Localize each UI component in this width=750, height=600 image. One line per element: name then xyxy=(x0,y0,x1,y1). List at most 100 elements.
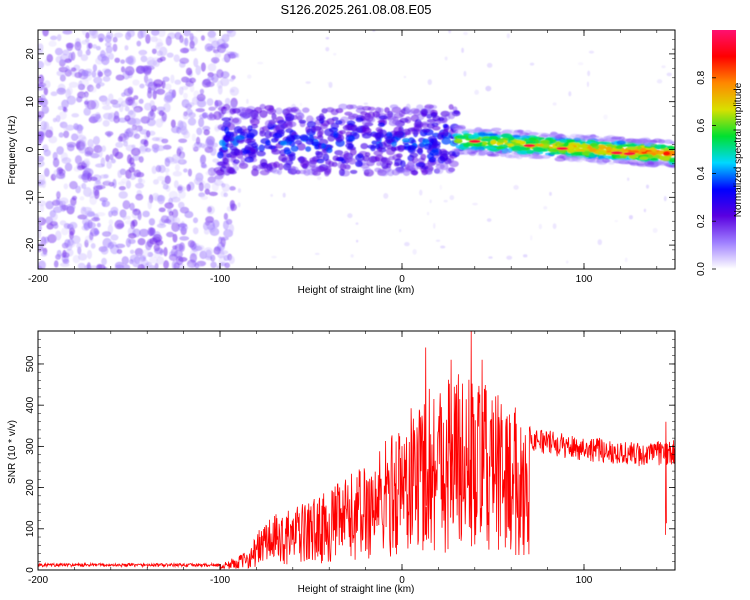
spectrogram-cell xyxy=(38,60,45,69)
spectrogram-cell xyxy=(137,264,145,269)
spectrogram-cell xyxy=(223,212,228,221)
spectrogram-cell xyxy=(325,37,330,40)
spectrogram-cell xyxy=(205,81,215,88)
spectrogram-cell xyxy=(61,242,69,249)
spectrogram-cell xyxy=(335,120,343,125)
spectrogram-cell xyxy=(565,260,569,264)
spectrogram-cell xyxy=(306,120,317,128)
spectrogram-cell xyxy=(55,230,62,241)
spectrogram-cell xyxy=(56,87,66,95)
spectrogram-cell xyxy=(39,97,49,107)
spectrogram-cell xyxy=(455,138,462,143)
spectrogram-cell xyxy=(419,189,423,196)
spectrogram-cell xyxy=(361,125,367,134)
spectrogram-cell xyxy=(256,150,266,157)
spectrogram-cell xyxy=(511,134,521,138)
spectrogram-cell xyxy=(113,32,124,38)
spectrogram-cell xyxy=(224,126,230,134)
spectrogram-cell xyxy=(429,199,432,204)
spectrogram-cell xyxy=(55,197,61,205)
spectrogram-cell xyxy=(68,81,79,88)
spectrogram-cell xyxy=(543,205,548,210)
spectrogram-cell xyxy=(621,138,633,142)
spectrogram-cell xyxy=(266,163,273,172)
spectrogram-cell xyxy=(283,162,292,171)
spectrogram-heat-layer xyxy=(38,30,675,269)
spectrogram-cell xyxy=(59,220,67,226)
spectrogram-cell xyxy=(441,137,451,145)
spectrogram-cell xyxy=(439,154,448,162)
spectrogram-cell xyxy=(315,115,326,121)
spectrogram-cell xyxy=(38,242,42,250)
spectrogram-cell xyxy=(163,260,170,269)
spectrogram-cell xyxy=(577,62,584,66)
spectrogram-cell xyxy=(439,184,443,191)
spectrogram-cell xyxy=(246,138,256,143)
spectrogram-cell xyxy=(523,144,536,148)
spectrogram-cell xyxy=(620,155,628,159)
spectrogram-cell xyxy=(149,100,155,109)
spectrogram-cell xyxy=(322,153,330,162)
spectrogram-cell xyxy=(224,97,231,105)
spectrogram-cell xyxy=(179,57,190,64)
spectrogram-cell xyxy=(456,135,467,140)
snr-panel: -200 -100 0 100 0 100 200 300 400 500 Height of … xyxy=(7,330,676,595)
spectrogram-cell xyxy=(70,133,79,141)
spectrogram-cell xyxy=(252,164,258,171)
spectrogram-cell xyxy=(259,158,268,167)
spectrogram-cell xyxy=(349,148,357,156)
spectrogram-cell xyxy=(121,92,126,97)
spectrogram-cell xyxy=(192,143,201,151)
spectrogram-cell xyxy=(56,191,61,199)
spectrogram-cell xyxy=(83,93,89,100)
spectrogram-cell xyxy=(133,95,139,100)
spectrogram-cell xyxy=(178,86,184,96)
spectrogram-cell xyxy=(129,126,140,134)
spectrogram-cell xyxy=(522,254,528,258)
spectrogram-cell xyxy=(115,243,126,249)
spectrogram-cell xyxy=(122,211,127,221)
spectrogram-cell xyxy=(232,117,240,124)
spectrogram-cell xyxy=(266,108,277,115)
spectrogram-cell xyxy=(217,124,226,131)
spectrogram-cell xyxy=(657,139,666,145)
spectrogram-cell xyxy=(453,110,460,115)
spectrogram-cell xyxy=(342,124,353,131)
spectrogram-cell xyxy=(147,226,156,237)
spectrogram-cell xyxy=(265,140,271,146)
spectrogram-cell xyxy=(670,164,675,169)
spectrogram-cell xyxy=(57,105,64,111)
spectrogram-cell xyxy=(361,132,372,139)
spectrogram-cell xyxy=(176,126,182,134)
spectrogram-cell xyxy=(426,211,430,216)
spectrogram-cell xyxy=(82,206,92,213)
spectrogram-cell xyxy=(507,143,515,147)
spectrogram-cell xyxy=(529,62,535,66)
spectrogram-cell xyxy=(54,47,63,56)
spectrogram-cell xyxy=(409,152,419,158)
spectrogram-cell xyxy=(323,165,332,174)
spectrogram-cell xyxy=(279,140,287,146)
spectrogram-cell xyxy=(556,146,569,151)
spectrogram-cell xyxy=(89,176,98,182)
spectrogram-cell xyxy=(635,160,646,164)
spectrogram-cell xyxy=(38,74,45,84)
spectrogram-cell xyxy=(381,157,391,163)
spectrogram-cell xyxy=(205,171,211,176)
spectrogram-cell xyxy=(478,132,490,137)
spectrogram-cell xyxy=(202,144,207,149)
spectrogram-cell xyxy=(100,246,109,255)
spectrogram-cell xyxy=(427,79,433,85)
spectrogram-cell xyxy=(149,256,158,264)
spectrogram-cell xyxy=(442,123,449,129)
spectrogram-cell xyxy=(115,74,125,81)
spectrogram-cell xyxy=(611,153,621,157)
spectrogram-cell xyxy=(209,147,217,156)
spectrogram-cell xyxy=(415,162,426,168)
spectrogram-cell xyxy=(587,70,591,77)
spectrogram-cell xyxy=(108,210,113,218)
spectrogram-cell xyxy=(223,192,228,198)
spectrogram-cell xyxy=(421,122,429,129)
spectrogram-cell xyxy=(383,139,392,147)
spectrogram-cell xyxy=(55,114,61,123)
